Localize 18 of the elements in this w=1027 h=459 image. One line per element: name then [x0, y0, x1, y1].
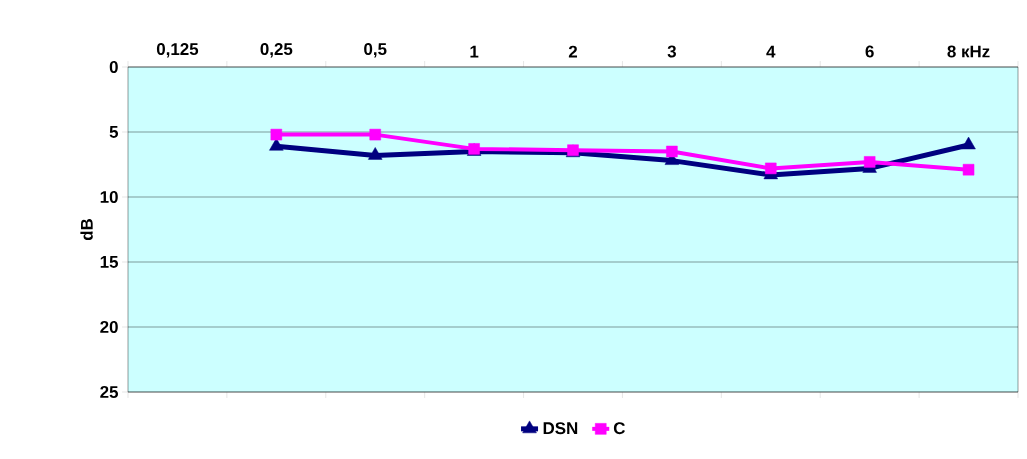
y-tick-label: 20 — [100, 321, 118, 334]
x-tick-label: 1 — [470, 45, 479, 58]
legend-label: C — [613, 422, 625, 435]
y-tick-label: 15 — [100, 256, 119, 268]
y-axis-title: dB — [80, 218, 93, 241]
x-tick-label: 3 — [667, 45, 676, 58]
x-tick-label: 6 — [865, 45, 874, 58]
x-tick-label: 4 — [766, 45, 776, 58]
y-tick-label: 10 — [100, 191, 118, 204]
x-tick-label: 8 кHz — [947, 45, 990, 58]
legend-label: DSN — [543, 422, 578, 435]
y-tick-label: 0 — [109, 61, 118, 73]
y-tick-label: 5 — [109, 126, 119, 138]
x-tick-label: 0,125 — [156, 43, 199, 58]
x-tick-label: 2 — [568, 45, 578, 58]
x-tick-label: 0,25 — [260, 43, 293, 58]
y-tick-label: 25 — [100, 386, 119, 399]
x-tick-label: 0,5 — [364, 43, 387, 58]
